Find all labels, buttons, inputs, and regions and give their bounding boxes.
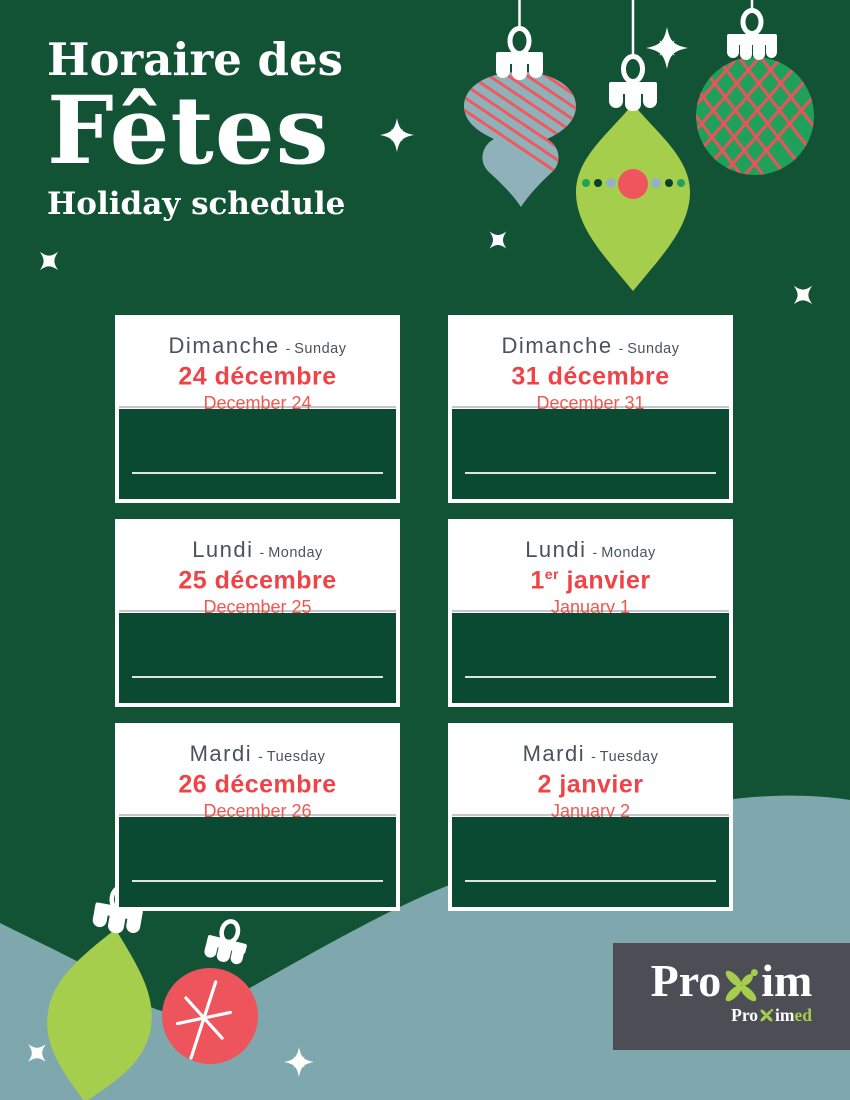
date-fr: 26 décembre xyxy=(119,770,396,799)
proximed-logo-pre: Pro xyxy=(731,1005,759,1025)
day-separator: - xyxy=(285,340,291,356)
schedule-card-dec-25: Lundi - Monday 25 décembre December 25 xyxy=(115,519,400,707)
ornament-strings xyxy=(518,0,754,58)
day-en: Sunday xyxy=(627,341,680,357)
date-fr-text: 26 décembre xyxy=(178,770,337,799)
date-en: January 2 xyxy=(550,801,631,822)
write-in-line xyxy=(132,880,383,882)
schedule-card-jan-2: Mardi - Tuesday 2 janvier January 2 xyxy=(448,723,733,911)
hours-area xyxy=(119,613,396,703)
write-in-line xyxy=(465,472,716,474)
snowflake-icon xyxy=(175,980,233,1060)
write-in-line xyxy=(465,676,716,678)
snowflake-ball-bauble-icon xyxy=(162,919,258,1064)
title-line-1: Horaire des xyxy=(47,33,343,86)
date-fr-text: 2 janvier xyxy=(537,770,644,799)
proxim-logo-pre: Pro xyxy=(650,955,722,1006)
date-en: December 25 xyxy=(203,597,312,618)
date-fr: 24 décembre xyxy=(119,362,396,391)
day-en: Monday xyxy=(601,545,656,561)
day-separator: - xyxy=(592,544,598,560)
card-header: Dimanche - Sunday 31 décembre December 31 xyxy=(452,319,729,413)
write-in-line xyxy=(132,472,383,474)
day-name: Dimanche - Sunday xyxy=(119,333,396,359)
card-header: Lundi - Monday 25 décembre December 25 xyxy=(119,523,396,617)
day-fr: Mardi xyxy=(522,741,586,766)
hours-area xyxy=(452,817,729,907)
card-header: Mardi - Tuesday 26 décembre December 26 xyxy=(119,727,396,821)
striped-finial-bauble-icon xyxy=(464,26,576,207)
hours-area xyxy=(119,409,396,499)
date-fr-text: 1 xyxy=(530,566,545,595)
write-in-line xyxy=(465,880,716,882)
date-en: December 31 xyxy=(536,393,645,414)
schedule-cards-grid: Dimanche - Sunday 24 décembre December 24 … xyxy=(115,315,733,911)
date-en: December 26 xyxy=(203,801,312,822)
date-fr: 1er janvier xyxy=(452,566,729,595)
date-fr-text: 31 décembre xyxy=(511,362,670,391)
date-fr-text: 25 décembre xyxy=(178,566,337,595)
proxim-x-flower-icon xyxy=(726,969,759,1002)
proximed-x-flower-icon xyxy=(760,1008,774,1022)
teardrop-bauble-icon xyxy=(47,884,152,1100)
day-name: Dimanche - Sunday xyxy=(452,333,729,359)
date-fr: 2 janvier xyxy=(452,770,729,799)
title-subtitle: Holiday schedule xyxy=(47,186,346,222)
day-fr: Dimanche xyxy=(168,333,280,358)
day-separator: - xyxy=(618,340,624,356)
proximed-logo-suffix: ed xyxy=(794,1005,813,1025)
day-name: Lundi - Monday xyxy=(119,537,396,563)
schedule-card-dec-24: Dimanche - Sunday 24 décembre December 24 xyxy=(115,315,400,503)
poster-title: Horaire des Fêtes Holiday schedule xyxy=(47,33,346,222)
day-fr: Dimanche xyxy=(501,333,613,358)
day-fr: Lundi xyxy=(525,537,587,562)
date-en: January 1 xyxy=(550,597,631,618)
day-separator: - xyxy=(259,544,265,560)
schedule-card-dec-26: Mardi - Tuesday 26 décembre December 26 xyxy=(115,723,400,911)
date-fr-text: 24 décembre xyxy=(178,362,337,391)
date-en: December 24 xyxy=(203,393,312,414)
day-name: Mardi - Tuesday xyxy=(452,741,729,767)
dotted-teardrop-bauble-icon xyxy=(576,54,690,291)
date-fr: 25 décembre xyxy=(119,566,396,595)
day-name: Mardi - Tuesday xyxy=(119,741,396,767)
teardrop-dots xyxy=(582,169,685,199)
schedule-card-dec-31: Dimanche - Sunday 31 décembre December 31 xyxy=(448,315,733,503)
day-en: Sunday xyxy=(294,341,347,357)
hours-area xyxy=(452,409,729,499)
proxim-brand-box: Pro im Pro xyxy=(613,943,850,1050)
day-en: Tuesday xyxy=(599,749,659,765)
title-line-2: Fêtes xyxy=(47,76,330,186)
proximed-logo: Pro im ed xyxy=(613,1005,850,1025)
write-in-line xyxy=(132,676,383,678)
date-fr-rest: janvier xyxy=(559,566,651,595)
hours-area xyxy=(119,817,396,907)
day-separator: - xyxy=(258,748,263,764)
day-name: Lundi - Monday xyxy=(452,537,729,563)
day-fr: Lundi xyxy=(192,537,254,562)
card-header: Mardi - Tuesday 2 janvier January 2 xyxy=(452,727,729,821)
plaid-ball-bauble-icon xyxy=(696,8,814,175)
card-header: Lundi - Monday 1er janvier January 1 xyxy=(452,523,729,617)
day-en: Monday xyxy=(268,545,323,561)
hours-area xyxy=(452,613,729,703)
day-separator: - xyxy=(591,748,596,764)
date-fr-sup: er xyxy=(544,566,560,582)
day-en: Tuesday xyxy=(266,749,326,765)
schedule-card-jan-1: Lundi - Monday 1er janvier January 1 xyxy=(448,519,733,707)
card-header: Dimanche - Sunday 24 décembre December 24 xyxy=(119,319,396,413)
top-ornaments-decoration xyxy=(30,0,822,310)
date-fr: 31 décembre xyxy=(452,362,729,391)
proximed-logo-mid: im xyxy=(775,1005,795,1025)
proxim-logo: Pro im xyxy=(613,958,850,1004)
day-fr: Mardi xyxy=(189,741,253,766)
proxim-logo-post: im xyxy=(761,955,813,1006)
